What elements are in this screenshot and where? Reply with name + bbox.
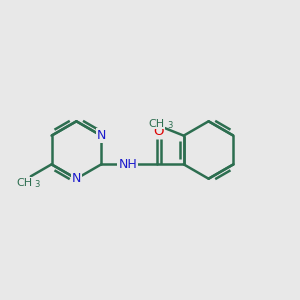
Text: NH: NH [118, 158, 137, 171]
Text: N: N [72, 172, 81, 185]
Text: 3: 3 [34, 180, 40, 189]
Text: O: O [153, 125, 164, 138]
Text: 3: 3 [167, 121, 172, 130]
Text: CH: CH [16, 178, 32, 188]
Text: N: N [97, 129, 106, 142]
Text: CH: CH [149, 119, 165, 129]
